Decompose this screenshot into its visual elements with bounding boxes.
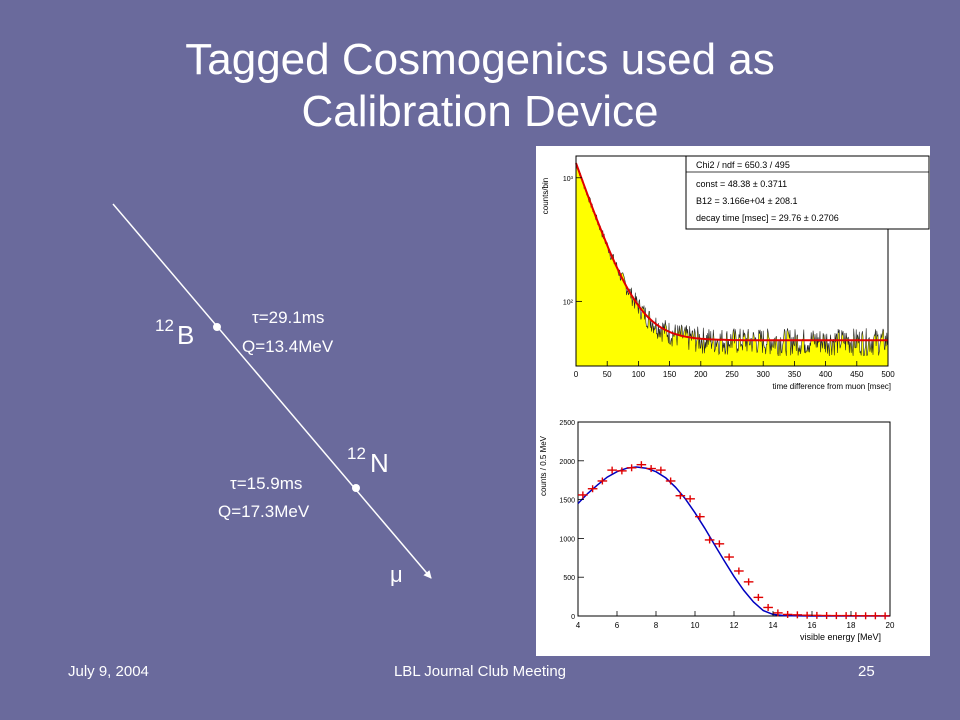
b12-symbol: B [177,320,194,350]
energy-data-point [753,593,764,601]
energy-x-tick-label: 4 [576,621,581,630]
energy-data-point [695,513,705,521]
decay-x-tick-label: 450 [850,370,864,379]
energy-data-point [773,609,783,617]
page-number: 25 [858,663,875,680]
b12-mass-number: 12 [155,316,174,335]
stats-line-const: const = 48.38 ± 0.3711 [696,179,787,189]
energy-x-tick-label: 10 [691,621,700,630]
energy-data-point [851,612,861,620]
energy-data-point [802,611,812,619]
energy-y-tick-label: 1500 [559,498,575,505]
energy-data-point [607,466,617,474]
decay-x-tick-label: 150 [663,370,677,379]
energy-y-tick-label: 2000 [559,459,575,466]
energy-x-axis-label: visible energy [MeV] [800,632,881,642]
energy-y-axis-label: counts / 0.5 MeV [539,435,548,496]
decay-y-tick-label: 10³ [563,176,574,183]
n12-q-value: Q=17.3MeV [218,502,310,521]
energy-plot-frame [577,421,891,617]
energy-data-point [714,540,725,548]
energy-data-point [665,477,676,485]
footer-date: July 9, 2004 [68,663,149,680]
energy-data-point [743,578,754,586]
energy-data-point [704,536,715,544]
energy-x-tick-label: 20 [886,621,895,630]
decay-x-tick-label: 300 [757,370,771,379]
decay-x-tick-label: 200 [694,370,708,379]
energy-fit-curve [577,466,890,617]
energy-data-point [646,465,656,473]
decay-y-axis-label: counts/bin [541,178,550,214]
n12-symbol: N [370,448,389,478]
n12-lifetime: τ=15.9ms [230,474,302,493]
energy-data-point [656,466,666,474]
energy-data-point [626,464,637,472]
energy-data-point [734,567,744,575]
decay-histogram-fill [576,163,888,366]
energy-y-tick-label: 0 [571,614,575,621]
decay-x-axis-label: time difference from muon [msec] [772,382,891,391]
energy-x-tick-label: 12 [730,621,739,630]
decay-x-tick-label: 250 [725,370,739,379]
energy-data-point [831,612,842,620]
n12-mass-number: 12 [347,444,366,463]
energy-data-point [724,553,734,561]
energy-data-point [597,477,608,485]
energy-x-tick-label: 18 [847,621,856,630]
muon-label: μ [390,562,403,587]
energy-data-point [841,612,851,620]
energy-data-point [763,603,773,611]
b12-lifetime: τ=29.1ms [252,308,324,327]
energy-data-point [880,612,890,620]
energy-data-point [812,611,822,619]
energy-x-tick-label: 6 [615,621,620,630]
energy-data-point [821,612,832,620]
energy-data-point [870,612,881,620]
decay-x-tick-label: 500 [881,370,895,379]
energy-data-point [685,495,695,503]
decay-y-tick-label: 10² [563,299,574,306]
b12-q-value: Q=13.4MeV [242,337,334,356]
energy-x-tick-label: 16 [808,621,817,630]
decay-histogram-outline [575,162,889,357]
fit-stats-box [685,155,930,230]
energy-data-point [636,461,647,469]
energy-x-tick-label: 14 [769,621,778,630]
energy-y-tick-label: 500 [563,575,575,582]
energy-x-tick-label: 8 [654,621,659,630]
slide-title: Tagged Cosmogenics used as Calibration D… [40,34,920,138]
stats-line-decay-time: decay time [msec] = 29.76 ± 0.2706 [696,213,839,223]
decay-time-chart: 0 50 100 150 200 250 300 350 400 450 500 10² 10³ ti… [541,155,930,391]
decay-x-tick-label: 350 [788,370,802,379]
slide-title-line1: Tagged Cosmogenics used as [185,35,775,84]
b12-vertex-dot [213,323,221,331]
plot-panel: 0 50 100 150 200 250 300 350 400 450 500 10² 10³ ti… [536,146,930,656]
stats-line-chi2: Chi2 / ndf = 650.3 / 495 [696,160,790,170]
energy-spectrum-chart: 4 6 8 10 12 14 16 18 20 0 500 1000 1500 2000 2500 vis… [539,420,895,642]
decay-fit-curve [575,162,888,342]
muon-track-diagram: 12 B τ=29.1ms Q=13.4MeV 12 N τ=15.9ms Q=… [112,203,432,587]
energy-data-point [675,492,686,500]
energy-data-point [617,467,627,475]
energy-data-point [860,612,871,620]
decay-x-tick-label: 50 [603,370,612,379]
decay-x-tick-label: 100 [632,370,646,379]
footer-event: LBL Journal Club Meeting [393,663,567,680]
n12-vertex-dot [352,484,360,492]
decay-x-tick-label: 0 [574,370,579,379]
energy-y-tick-label: 1000 [559,536,575,543]
muon-track-line [112,203,432,579]
slide-title-line2: Calibration Device [301,87,659,136]
decay-x-tick-label: 400 [819,370,833,379]
energy-y-tick-label: 2500 [559,420,575,427]
energy-data-point [792,611,803,619]
stats-line-b12: B12 = 3.166e+04 ± 208.1 [696,196,798,206]
energy-data-point [782,610,793,618]
energy-data-point [578,491,588,499]
energy-data-point [587,485,598,493]
